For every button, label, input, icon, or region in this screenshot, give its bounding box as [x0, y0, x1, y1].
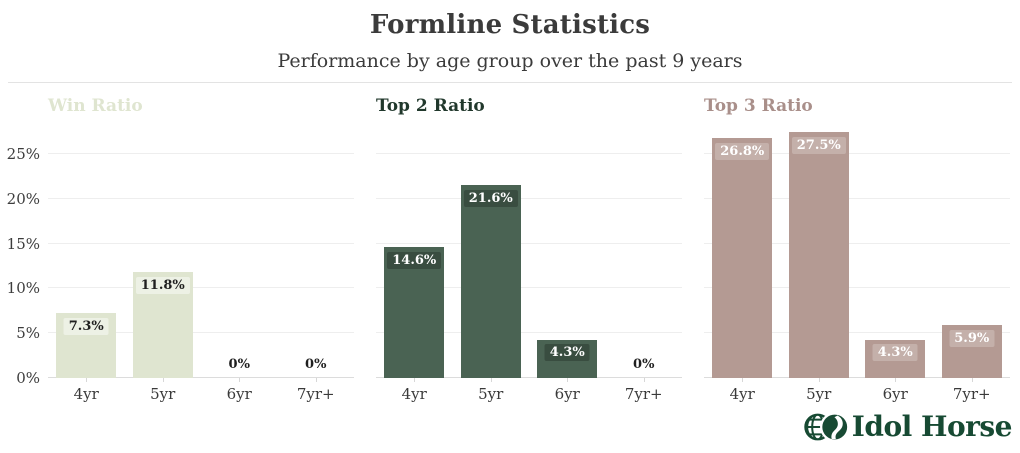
x-tick-label: 5yr	[150, 385, 176, 403]
x-tick-mark	[818, 378, 820, 382]
bar-value-label: 0%	[228, 357, 250, 372]
x-tick-mark	[162, 378, 164, 382]
bar-6yr	[537, 339, 598, 378]
bar-5yr	[788, 131, 849, 378]
bar-value-label: 5.9%	[949, 330, 995, 348]
bar-4yr	[384, 247, 445, 378]
bar-4yr	[56, 312, 117, 378]
gridline	[704, 242, 1010, 244]
gridline	[48, 242, 354, 244]
bar-value-label: 0%	[305, 357, 327, 372]
idol-horse-logo: Idol Horse	[803, 407, 1013, 447]
page-subtitle: Performance by age group over the past 9…	[277, 50, 743, 72]
chart-panel-top3-ratio: Top 3 Ratio 26.8% 4yr 27.5% 5yr 4.3% 6yr 5.9% 7y…	[704, 92, 1010, 412]
gridline	[376, 287, 682, 289]
x-tick-mark	[643, 378, 645, 382]
chart-title: Top 3 Ratio	[704, 96, 813, 116]
x-tick-mark	[239, 378, 241, 382]
x-tick-mark	[742, 378, 744, 382]
x-axis-line	[704, 377, 1010, 378]
y-tick-label: 10%	[6, 279, 40, 298]
bar-6yr	[865, 339, 926, 378]
bar-value-label: 14.6%	[387, 252, 442, 270]
y-axis: 0% 5% 10% 15% 20% 25%	[0, 125, 40, 386]
chart-panel-win-ratio: Win Ratio 7.3% 4yr 11.8% 5yr 0% 6yr 0% 7yr+ 0% 5% 1…	[7, 92, 354, 412]
y-tick-label: 25%	[6, 145, 40, 164]
gridline	[376, 197, 682, 199]
bar-4yr	[712, 138, 773, 378]
bar-7yr+	[941, 325, 1002, 378]
x-tick-mark	[567, 378, 569, 382]
x-tick-mark	[315, 378, 317, 382]
x-tick-label: 4yr	[729, 385, 755, 403]
bar-value-label: 27.5%	[791, 136, 846, 154]
header-divider	[8, 82, 1012, 83]
chart-panel-top2-ratio: Top 2 Ratio 14.6% 4yr 21.6% 5yr 4.3% 6yr 0% 7yr+	[376, 92, 682, 412]
x-tick-label: 6yr	[882, 385, 908, 403]
x-axis-line	[48, 377, 354, 378]
x-tick-label: 6yr	[554, 385, 580, 403]
plot-area: 26.8% 4yr 27.5% 5yr 4.3% 6yr 5.9% 7yr+	[704, 125, 1010, 403]
bar-5yr	[460, 184, 521, 378]
bar-value-label: 4.3%	[872, 344, 918, 362]
chart-title: Win Ratio	[48, 96, 143, 116]
x-tick-label: 4yr	[401, 385, 427, 403]
bar-value-label: 0%	[633, 357, 655, 372]
gridline	[48, 153, 354, 155]
x-tick-label: 5yr	[806, 385, 832, 403]
x-tick-label: 4yr	[73, 385, 99, 403]
gridline	[704, 287, 1010, 289]
bar-value-label: 21.6%	[463, 189, 518, 207]
y-tick-label: 0%	[16, 369, 40, 387]
plot-area: 14.6% 4yr 21.6% 5yr 4.3% 6yr 0% 7yr+	[376, 125, 682, 403]
x-tick-label: 7yr+	[952, 385, 991, 403]
bar-value-label: 4.3%	[544, 344, 590, 362]
bar-5yr	[132, 272, 193, 378]
x-tick-mark	[490, 378, 492, 382]
y-tick-label: 20%	[6, 189, 40, 208]
x-tick-label: 7yr+	[296, 385, 335, 403]
chart-title: Top 2 Ratio	[376, 96, 485, 116]
gridline	[48, 287, 354, 289]
plot-area: 7.3% 4yr 11.8% 5yr 0% 6yr 0% 7yr+	[48, 125, 354, 403]
x-axis-line	[376, 377, 682, 378]
gridline	[704, 197, 1010, 199]
gridline	[48, 197, 354, 199]
bar-value-label: 26.8%	[715, 142, 770, 160]
y-tick-label: 5%	[16, 324, 40, 343]
x-tick-mark	[414, 378, 416, 382]
gridline	[704, 332, 1010, 334]
gridline	[704, 153, 1010, 155]
gridline	[376, 153, 682, 155]
gridline	[48, 332, 354, 334]
x-tick-mark	[895, 378, 897, 382]
bar-value-label: 7.3%	[63, 317, 109, 335]
x-tick-mark	[86, 378, 88, 382]
page-title: Formline Statistics	[369, 10, 651, 40]
bar-value-label: 11.8%	[135, 277, 190, 295]
idol-horse-logo-text: Idol Horse	[851, 410, 1013, 443]
gridline	[376, 332, 682, 334]
x-tick-label: 5yr	[478, 385, 504, 403]
x-tick-label: 7yr+	[624, 385, 663, 403]
idol-horse-logo-icon	[804, 412, 849, 442]
y-tick-label: 15%	[6, 234, 40, 253]
x-tick-mark	[971, 378, 973, 382]
x-tick-label: 6yr	[226, 385, 252, 403]
gridline	[376, 242, 682, 244]
